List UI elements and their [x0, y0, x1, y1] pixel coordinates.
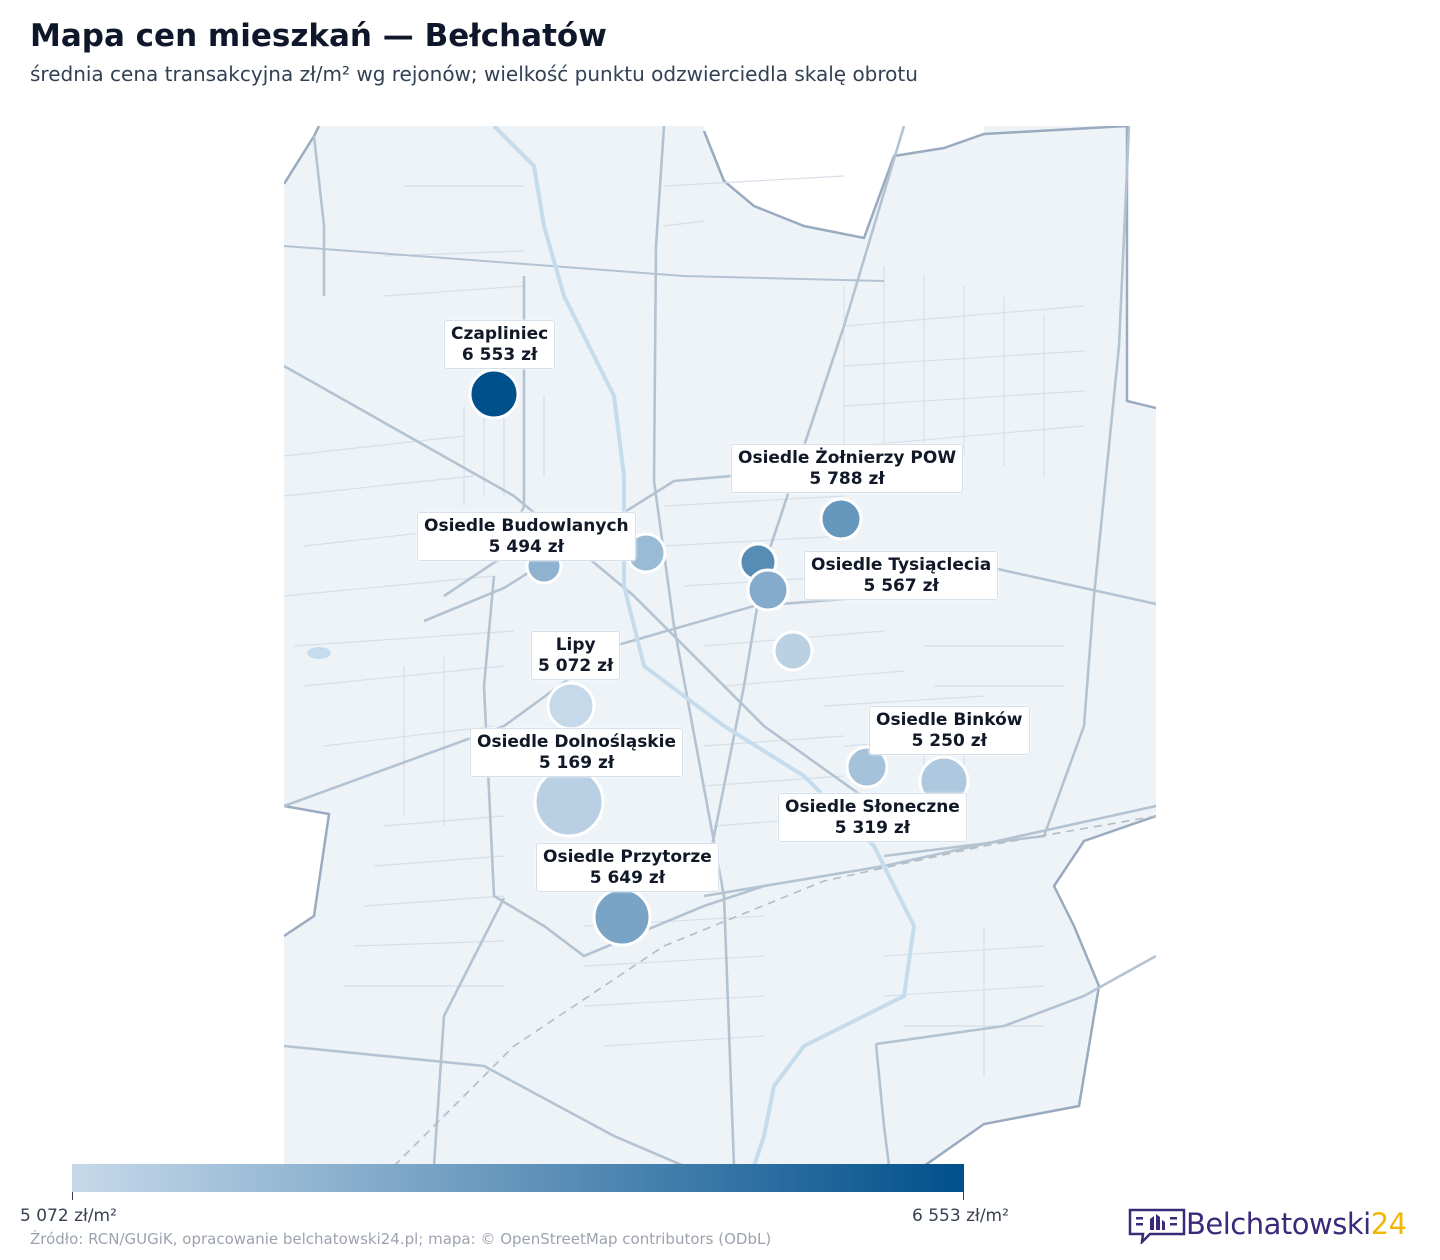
city-map[interactable]: Czapliniec 6 553 zł Osiedle Żołnierzy POW 5…	[284, 126, 1156, 1166]
district-price: 5 649 zł	[589, 868, 666, 888]
district-label: Lipy 5 072 zł	[531, 631, 621, 680]
price-colorbar	[72, 1164, 964, 1192]
map-subtitle: średnia cena transakcyjna zł/m² wg rejon…	[30, 62, 918, 86]
district-price: 5 494 zł	[488, 537, 564, 557]
district-marker[interactable]	[468, 368, 520, 420]
brand-wordmark: Belchatowski24	[1186, 1207, 1407, 1241]
district-markers	[468, 368, 970, 947]
district-marker[interactable]	[546, 681, 596, 731]
district-marker[interactable]	[819, 497, 863, 541]
colorbar-max-tick	[963, 1192, 964, 1200]
district-price: 5 250 zł	[911, 731, 987, 751]
district-name: Osiedle Żołnierzy POW	[738, 448, 957, 468]
map-title: Mapa cen mieszkań — Bełchatów	[30, 18, 607, 54]
district-label: Czapliniec 6 553 zł	[444, 320, 556, 369]
district-label: Osiedle Żołnierzy POW 5 788 zł	[731, 444, 964, 493]
district-marker[interactable]	[533, 766, 605, 838]
colorbar-min-tick	[72, 1192, 73, 1200]
district-name: Lipy	[555, 635, 596, 655]
district-label: Osiedle Przytorze 5 649 zł	[536, 843, 719, 892]
colorbar-min-label: 5 072 zł/m²	[20, 1206, 117, 1226]
district-name: Osiedle Słoneczne	[785, 797, 960, 817]
source-note: Źródło: RCN/GUGiK, opracowanie belchatow…	[30, 1230, 772, 1248]
district-price: 5 169 zł	[538, 753, 615, 773]
district-name: Osiedle Przytorze	[543, 847, 712, 867]
district-marker[interactable]	[845, 745, 889, 789]
district-label: Osiedle Dolnośląskie 5 169 zł	[470, 728, 683, 777]
district-name: Osiedle Budowlanych	[424, 516, 629, 536]
district-price: 5 072 zł	[538, 656, 614, 676]
speech-bubble-icon	[1128, 1208, 1186, 1244]
district-label: Osiedle Budowlanych 5 494 zł	[417, 512, 636, 561]
district-price: 6 553 zł	[461, 345, 538, 365]
district-name: Osiedle Binków	[876, 710, 1023, 730]
district-label: Osiedle Binków 5 250 zł	[869, 706, 1030, 755]
district-name: Osiedle Tysiąclecia	[811, 555, 992, 575]
district-price: 5 567 zł	[863, 576, 939, 596]
district-label: Osiedle Słoneczne 5 319 zł	[778, 793, 967, 842]
district-marker[interactable]	[592, 887, 652, 947]
brand-logo[interactable]: Belchatowski24	[1126, 1200, 1416, 1248]
district-marker-extra-3[interactable]	[772, 630, 814, 672]
colorbar-max-label: 6 553 zł/m²	[912, 1206, 1009, 1226]
district-name: Czapliniec	[451, 324, 549, 344]
district-marker[interactable]	[746, 568, 790, 612]
district-label: Osiedle Tysiąclecia 5 567 zł	[804, 551, 999, 600]
district-price: 5 319 zł	[834, 818, 911, 838]
district-name: Osiedle Dolnośląskie	[477, 732, 676, 752]
district-price: 5 788 zł	[809, 469, 885, 489]
